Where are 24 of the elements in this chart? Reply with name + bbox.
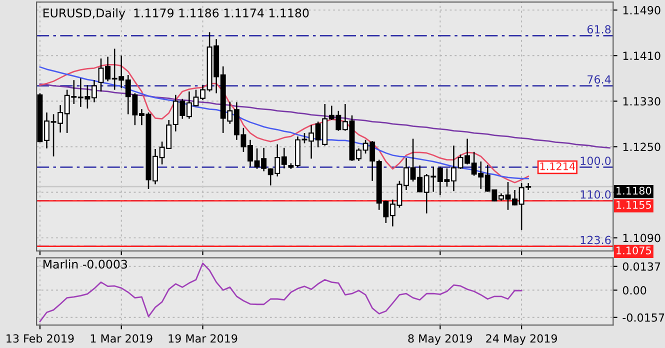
y-tick-label: 1.1090 — [623, 234, 660, 242]
annotation: 76.4 — [588, 75, 611, 84]
x-tick-label: 1 Mar 2019 — [90, 334, 152, 343]
x-tick-label: 13 Feb 2019 — [6, 334, 74, 343]
x-tick-label: 24 May 2019 — [486, 334, 558, 345]
annotation: 110.0 — [580, 190, 611, 199]
y-tick-label: 1.1410 — [623, 52, 660, 60]
ref-line-label: 1.1180 — [616, 186, 652, 195]
y-tick-label: 0.0137 — [622, 262, 660, 271]
x-tick-label: 8 May 2019 — [408, 334, 472, 345]
chart-title: Marlin -0.0003 — [44, 260, 128, 269]
annotation: 61.8 — [587, 25, 611, 34]
annotation: 123.6 — [580, 236, 611, 244]
ref-line-label: 1.1075 — [616, 246, 651, 254]
x-tick-label: 19 Mar 2019 — [168, 334, 238, 343]
text: EURUSD,Daily 1.1179 1.1186 1.1174 1.1180 — [44, 8, 309, 20]
y-tick-label: 1.1330 — [623, 97, 660, 106]
y-tick-label: 0.00 — [622, 286, 646, 295]
y-tick-label: -0.0157 — [622, 313, 664, 322]
y-tick-label: 1.1490 — [623, 6, 660, 14]
ref-line-label: 1.1155 — [616, 201, 651, 209]
ref-line-label: 1.1214 — [540, 162, 576, 170]
y-tick-label: 1.1250 — [623, 142, 660, 152]
annotation: 100.0 — [580, 156, 611, 166]
